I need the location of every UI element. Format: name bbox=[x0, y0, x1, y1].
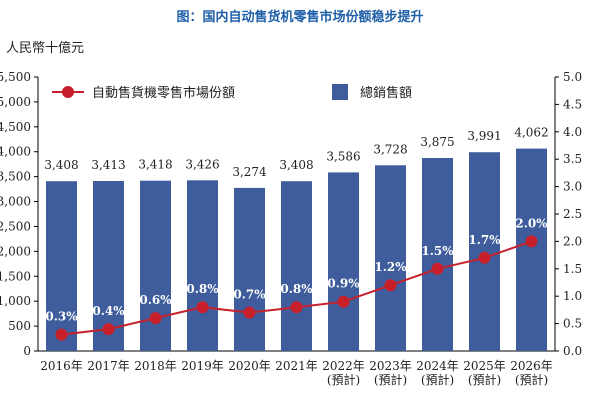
share-point-label: 2.0% bbox=[515, 216, 548, 230]
bar bbox=[422, 158, 453, 351]
legend-bar-swatch bbox=[332, 84, 348, 100]
category-label: 2024年 bbox=[416, 359, 459, 373]
share-point-label: 0.6% bbox=[139, 293, 172, 307]
bar-value-label: 3,875 bbox=[420, 135, 454, 149]
left-ticks-group: 0 500 1,000 1,500 2,000 2,500 3,000 3,500 4,000 4… bbox=[0, 70, 38, 358]
bar-value-label: 3,728 bbox=[373, 142, 407, 156]
bar bbox=[140, 180, 171, 351]
y-axis-label: 人民幣十億元 bbox=[6, 40, 84, 56]
right-tick-label: 0.5 bbox=[563, 317, 582, 331]
bar-value-label: 3,408 bbox=[279, 158, 313, 172]
left-tick-label: 4,500 bbox=[0, 120, 31, 134]
bar-labels-group: 3,408 3,413 3,418 3,426 3,274 3,408 3,586 3,728… bbox=[44, 126, 548, 179]
share-point-label: 1.2% bbox=[374, 260, 407, 274]
share-point-label: 0.7% bbox=[233, 288, 266, 302]
category-label: 2017年 bbox=[87, 359, 130, 373]
share-point bbox=[55, 328, 68, 341]
right-tick-label: 1.0 bbox=[563, 289, 582, 303]
category-label: 2019年 bbox=[181, 359, 224, 373]
left-tick-label: 500 bbox=[8, 319, 31, 333]
category-label: 2026年 bbox=[510, 359, 553, 373]
share-point-label: 0.9% bbox=[327, 277, 360, 291]
share-point-label: 1.7% bbox=[468, 233, 501, 247]
right-tick-label: 4.0 bbox=[563, 125, 582, 139]
share-point-label: 0.8% bbox=[280, 282, 313, 296]
left-tick-label: 1,000 bbox=[0, 294, 31, 308]
bar-value-label: 3,586 bbox=[326, 149, 360, 163]
left-tick-label: 0 bbox=[23, 344, 31, 358]
category-labels-group: 2016年 2017年 2018年 2019年 2020年 2021年 2022年(預計)2… bbox=[40, 359, 553, 387]
right-ticks-group: 0.0 0.5 1.0 1.5 2.0 2.5 3.0 3.5 4.0 4.5 5.0 bbox=[555, 70, 582, 358]
right-tick-label: 5.0 bbox=[563, 70, 582, 84]
bar bbox=[375, 165, 406, 351]
right-tick-label: 1.5 bbox=[563, 262, 582, 276]
category-label: 2018年 bbox=[134, 359, 177, 373]
category-label: (預計) bbox=[374, 372, 407, 387]
share-point-label: 0.8% bbox=[186, 282, 219, 296]
left-tick-label: 3,500 bbox=[0, 170, 31, 184]
bar bbox=[469, 152, 500, 351]
legend-line-label: 自動售貨機零售市場份額 bbox=[92, 85, 235, 101]
share-point bbox=[196, 301, 209, 314]
page-title: 图：国内自动售货机零售市场份额稳步提升 bbox=[176, 10, 424, 25]
share-point-label: 0.3% bbox=[45, 310, 78, 324]
share-point bbox=[384, 279, 397, 292]
right-tick-label: 2.5 bbox=[563, 207, 582, 221]
left-tick-label: 2,000 bbox=[0, 244, 31, 258]
category-label: (預計) bbox=[421, 372, 454, 387]
share-point bbox=[337, 295, 350, 308]
category-label: 2020年 bbox=[228, 359, 271, 373]
left-tick-label: 5,500 bbox=[0, 70, 31, 84]
left-tick-label: 3,000 bbox=[0, 195, 31, 209]
left-tick-label: 4,000 bbox=[0, 145, 31, 159]
share-point bbox=[525, 235, 538, 248]
category-label: 2021年 bbox=[275, 359, 318, 373]
bars-group bbox=[46, 148, 547, 351]
line-group: 0.3% 0.4% 0.6% 0.8% 0.7% 0.8% 0.9% 1.2% 1.5% 1.7%… bbox=[45, 216, 548, 341]
share-point-label: 0.4% bbox=[92, 304, 125, 318]
category-label: 2016年 bbox=[40, 359, 83, 373]
bar-value-label: 4,062 bbox=[514, 126, 548, 140]
right-tick-label: 0.0 bbox=[563, 344, 582, 358]
bar-value-label: 3,426 bbox=[185, 157, 219, 171]
share-point bbox=[149, 312, 162, 325]
bar bbox=[328, 172, 359, 351]
right-tick-label: 3.5 bbox=[563, 152, 582, 166]
bar bbox=[516, 148, 547, 351]
category-label: 2023年 bbox=[369, 359, 412, 373]
right-tick-label: 3.0 bbox=[563, 180, 582, 194]
bar bbox=[187, 180, 218, 351]
left-tick-label: 1,500 bbox=[0, 269, 31, 283]
category-label: (預計) bbox=[515, 372, 548, 387]
share-point bbox=[102, 323, 115, 336]
legend: 自動售貨機零售市場份額 總銷售額 bbox=[52, 84, 412, 101]
right-tick-label: 4.5 bbox=[563, 97, 582, 111]
bar bbox=[46, 181, 77, 351]
category-label: 2025年 bbox=[463, 359, 506, 373]
bar-value-label: 3,413 bbox=[91, 158, 125, 172]
bar bbox=[281, 181, 312, 351]
share-point bbox=[290, 301, 303, 314]
right-tick-label: 2.0 bbox=[563, 234, 582, 248]
category-label: 2022年 bbox=[322, 359, 365, 373]
legend-bar-label: 總銷售額 bbox=[360, 85, 412, 101]
legend-point-marker bbox=[62, 86, 74, 98]
bar-value-label: 3,408 bbox=[44, 158, 78, 172]
bar-value-label: 3,991 bbox=[467, 129, 501, 143]
bar bbox=[234, 187, 265, 351]
bar bbox=[93, 181, 124, 351]
left-tick-label: 2,500 bbox=[0, 220, 31, 234]
category-label: (預計) bbox=[468, 372, 501, 387]
share-point bbox=[243, 306, 256, 319]
left-tick-label: 5,000 bbox=[0, 95, 31, 109]
share-point-label: 1.5% bbox=[421, 244, 454, 258]
share-point bbox=[478, 251, 491, 264]
share-point bbox=[431, 262, 444, 275]
category-label: (預計) bbox=[327, 372, 360, 387]
bar-value-label: 3,274 bbox=[232, 165, 267, 179]
bar-value-label: 3,418 bbox=[138, 158, 172, 172]
